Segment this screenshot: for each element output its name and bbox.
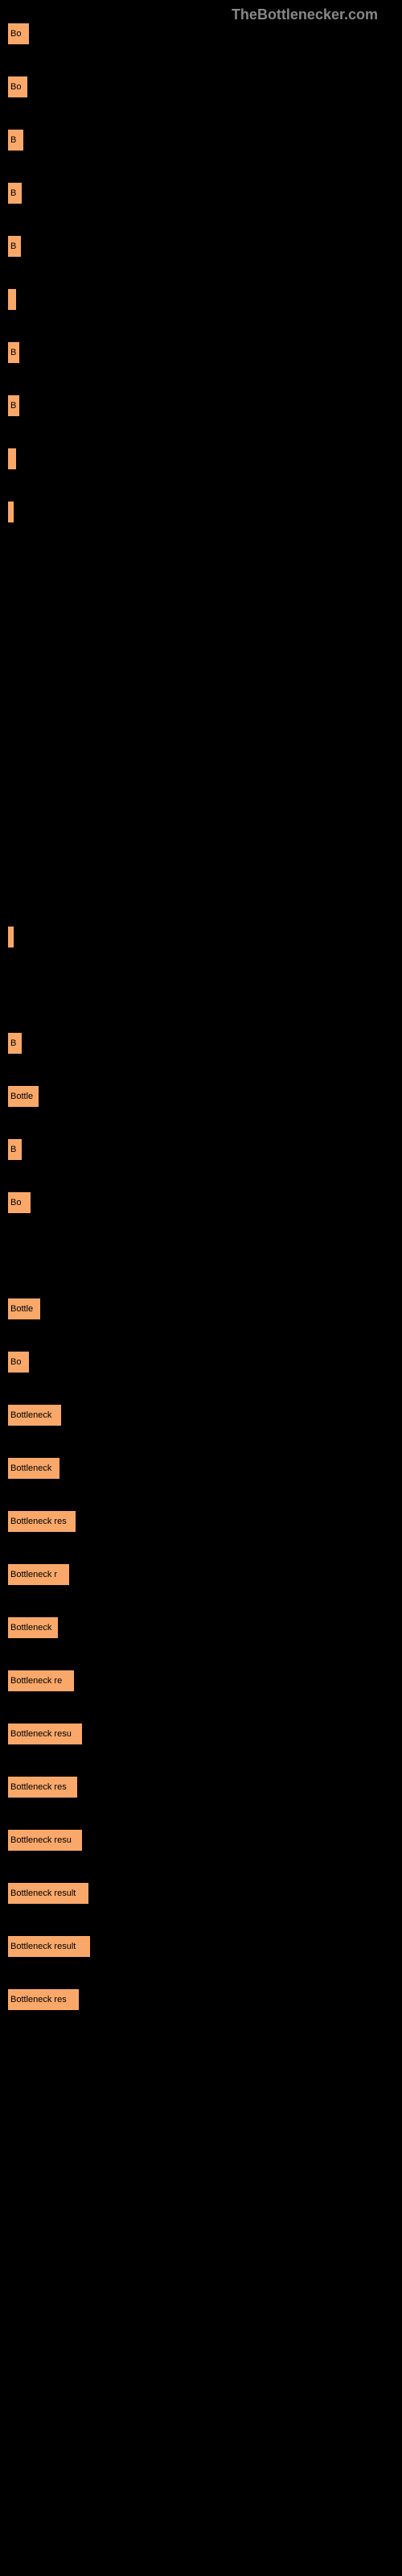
- bar-row: Bottleneck r: [8, 1565, 394, 1584]
- bar: B: [8, 1033, 22, 1054]
- bar-label: B: [10, 135, 16, 145]
- bar-label: Bottleneck r: [10, 1570, 57, 1579]
- bar-row: Bottle: [8, 1087, 394, 1106]
- bar-row: [8, 290, 394, 309]
- bar-row: Bo: [8, 24, 394, 43]
- bar-label: Bottleneck: [10, 1463, 51, 1473]
- bar-label: Bottleneck res: [10, 1995, 67, 2004]
- bar-row: Bottle: [8, 1299, 394, 1319]
- bar: Bottleneck resu: [8, 1830, 82, 1851]
- bar-label: Bottleneck re: [10, 1676, 62, 1686]
- bar-row: Bottleneck result: [8, 1937, 394, 1956]
- bar-row: [8, 662, 394, 681]
- bar: Bottleneck re: [8, 1670, 74, 1691]
- bar-label: Bottleneck result: [10, 1889, 76, 1898]
- bar: B: [8, 130, 23, 151]
- bar-label: Bottleneck res: [10, 1517, 67, 1526]
- bar: Bottleneck res: [8, 1777, 77, 1798]
- bar-label: Bottleneck: [10, 1623, 51, 1633]
- bar-label: Bottleneck resu: [10, 1729, 72, 1739]
- bar-row: [8, 980, 394, 1000]
- bar-row: Bo: [8, 77, 394, 97]
- bar-label: B: [10, 401, 16, 411]
- bar-row: [8, 555, 394, 575]
- bar-row: [8, 874, 394, 894]
- bar-row: [8, 715, 394, 734]
- bar-label: B: [10, 1038, 16, 1048]
- bar-row: Bottleneck res: [8, 1990, 394, 2009]
- bar-row: B: [8, 237, 394, 256]
- bar-row: [8, 502, 394, 522]
- bar: [8, 502, 14, 522]
- bar: Bottleneck res: [8, 1989, 79, 2010]
- bar-row: Bottleneck result: [8, 1884, 394, 1903]
- bar-label: Bottle: [10, 1092, 33, 1101]
- bar-row: B: [8, 184, 394, 203]
- bar-label: B: [10, 188, 16, 198]
- bar: Bo: [8, 23, 29, 44]
- bar: [8, 927, 14, 947]
- bar-label: Bottleneck result: [10, 1942, 76, 1951]
- bar: Bo: [8, 1352, 29, 1373]
- bar: Bottleneck result: [8, 1883, 88, 1904]
- bar: B: [8, 395, 19, 416]
- bar-row: B: [8, 343, 394, 362]
- bar: Bottleneck: [8, 1617, 58, 1638]
- bar: B: [8, 1139, 22, 1160]
- bar: Bottleneck resu: [8, 1724, 82, 1744]
- bar-label: Bottle: [10, 1304, 33, 1314]
- bar-row: Bottleneck: [8, 1618, 394, 1637]
- bar: Bottleneck res: [8, 1511, 76, 1532]
- bar: Bottle: [8, 1086, 39, 1107]
- bar: [8, 448, 16, 469]
- bar-label: Bo: [10, 1357, 21, 1367]
- bar-label: Bo: [10, 29, 21, 39]
- bar-row: [8, 821, 394, 840]
- bar: Bottleneck result: [8, 1936, 90, 1957]
- bar-row: Bottleneck resu: [8, 1724, 394, 1744]
- bar-row: [8, 449, 394, 469]
- bar: [8, 289, 16, 310]
- bar-row: B: [8, 1034, 394, 1053]
- bar-label: Bottleneck res: [10, 1782, 67, 1792]
- bar-row: Bo: [8, 1193, 394, 1212]
- bar-label: Bo: [10, 82, 21, 92]
- bar-row: Bottleneck res: [8, 1512, 394, 1531]
- bar-row: B: [8, 1140, 394, 1159]
- bar: Bottleneck: [8, 1405, 61, 1426]
- bar-label: Bottleneck resu: [10, 1835, 72, 1845]
- bar-row: [8, 927, 394, 947]
- bar-row: [8, 1246, 394, 1265]
- bar: Bottle: [8, 1298, 40, 1319]
- bar: Bottleneck: [8, 1458, 59, 1479]
- bar-row: Bo: [8, 1352, 394, 1372]
- bar-chart: Bo Bo B B B B B B Bottle B Bo Bottle Bo Bottleneck Bot…: [0, 0, 402, 2051]
- bar-row: Bottleneck: [8, 1406, 394, 1425]
- bar-row: B: [8, 396, 394, 415]
- watermark-text: TheBottlenecker.com: [232, 6, 378, 23]
- bar-label: B: [10, 348, 16, 357]
- bar: B: [8, 342, 19, 363]
- bar: Bo: [8, 76, 27, 97]
- bar-label: Bottleneck: [10, 1410, 51, 1420]
- bar: B: [8, 236, 21, 257]
- bar-row: [8, 768, 394, 787]
- bar-row: [8, 609, 394, 628]
- bar-row: Bottleneck resu: [8, 1831, 394, 1850]
- bar-row: B: [8, 130, 394, 150]
- bar-row: Bottleneck: [8, 1459, 394, 1478]
- bar: B: [8, 183, 22, 204]
- bar-label: Bo: [10, 1198, 21, 1208]
- bar-label: B: [10, 242, 16, 251]
- bar-row: Bottleneck res: [8, 1777, 394, 1797]
- bar: Bo: [8, 1192, 31, 1213]
- bar: Bottleneck r: [8, 1564, 69, 1585]
- bar-label: B: [10, 1145, 16, 1154]
- bar-row: Bottleneck re: [8, 1671, 394, 1690]
